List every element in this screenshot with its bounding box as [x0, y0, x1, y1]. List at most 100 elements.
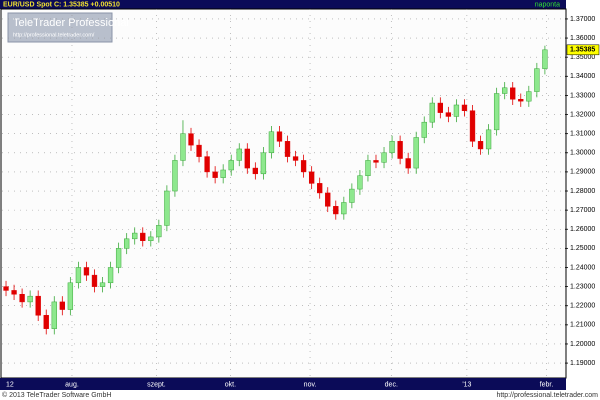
candle-body: [260, 152, 267, 175]
candle-body: [526, 91, 532, 102]
y-tick-label: 1.26000: [570, 226, 595, 233]
y-tick-label: 1.28000: [570, 188, 595, 195]
candle-body: [381, 152, 387, 163]
y-tick-label: 1.20000: [570, 341, 595, 348]
candle-body: [429, 102, 435, 123]
y-tick-label: 1.29000: [570, 169, 595, 176]
candle-body: [413, 137, 419, 169]
x-tick-label: nov.: [304, 381, 317, 388]
y-tick-label: 1.21000: [570, 322, 595, 329]
candle-body: [453, 104, 460, 117]
y-tick-label: 1.34000: [570, 73, 595, 80]
footer-url: http://professional.teletrader.com: [496, 392, 598, 399]
candle-body: [405, 158, 411, 169]
candle-body: [43, 315, 49, 329]
candle-body: [83, 267, 90, 276]
x-tick-label: szept.: [147, 381, 166, 388]
period: naponta: [535, 2, 560, 9]
chart-title: EUR/USD Spot C: 1.35385 +0.00510: [3, 2, 120, 9]
candle-body: [333, 206, 339, 215]
candle-body: [67, 282, 74, 310]
y-tick-label: 1.30000: [570, 150, 595, 157]
candle-body: [534, 68, 540, 92]
y-tick-label: 1.27000: [570, 207, 595, 214]
candle-body: [461, 104, 468, 111]
candle-body: [180, 133, 186, 161]
y-tick-label: 1.35000: [570, 54, 595, 61]
candle-body: [292, 156, 299, 161]
candle-body: [373, 160, 379, 163]
x-tick-label: 12: [6, 381, 14, 388]
y-tick-label: 1.33000: [570, 92, 595, 99]
x-tick-label: dec.: [385, 381, 398, 388]
candle-body: [518, 98, 524, 102]
y-tick-label: 1.31000: [570, 131, 595, 138]
x-tick-label: okt.: [225, 381, 236, 388]
candle-body: [212, 171, 218, 178]
y-tick-label: 1.22000: [570, 303, 595, 310]
candle-body: [188, 133, 194, 146]
candle-body: [19, 294, 25, 303]
candle-body: [365, 160, 371, 176]
candle-body: [27, 295, 33, 303]
candle-body: [276, 131, 283, 142]
candle-body: [252, 167, 259, 175]
candle-body: [220, 169, 226, 178]
last-price-box: [566, 44, 600, 56]
candle-body: [132, 232, 138, 240]
candle-body: [91, 274, 98, 287]
x-axis-bar: [0, 378, 566, 390]
candle-body: [477, 141, 484, 150]
y-tick-label: 1.23000: [570, 283, 595, 290]
y-tick-label: 1.32000: [570, 111, 595, 118]
candle-body: [164, 190, 170, 226]
candle-body: [236, 148, 242, 161]
candle-body: [172, 160, 178, 192]
y-tick-label: 1.36000: [570, 35, 595, 42]
candles: [3, 45, 548, 335]
candle-body: [284, 141, 291, 157]
candle-body: [341, 202, 347, 215]
candle-body: [99, 282, 106, 287]
x-tick-label: '13: [462, 381, 471, 388]
candle-body: [51, 301, 57, 329]
logo-url: http://professional.teletrader.com/: [13, 32, 95, 38]
candle-body: [300, 160, 307, 173]
plot-area: [0, 8, 567, 379]
candle-body: [437, 102, 443, 113]
candle-body: [510, 87, 516, 100]
candle-body: [421, 121, 427, 138]
candle-body: [317, 183, 323, 194]
y-tick-label: 1.19000: [570, 360, 595, 367]
candle-body: [357, 175, 363, 190]
candle-body: [349, 188, 355, 203]
candle-body: [308, 171, 315, 184]
candle-body: [469, 110, 476, 142]
candle-body: [244, 148, 250, 169]
footer-copyright: © 2013 TeleTrader Software GmbH: [2, 391, 111, 399]
candle-body: [397, 141, 403, 159]
candle-body: [3, 286, 9, 291]
candle-body: [115, 248, 122, 268]
candle-body: [485, 129, 492, 150]
header-bar: [0, 0, 566, 9]
y-tick-label: 1.37000: [570, 16, 595, 23]
candle-body: [228, 160, 234, 171]
candle-body: [59, 301, 65, 310]
candle-body: [156, 225, 162, 238]
candle-body: [107, 267, 114, 284]
candle-body: [325, 192, 331, 207]
candle-body: [35, 295, 41, 316]
candle-body: [493, 93, 500, 131]
candle-body: [140, 232, 146, 241]
candle-body: [542, 49, 548, 69]
candle-body: [268, 131, 275, 154]
logo-brand: TeleTrader Professional: [13, 17, 129, 29]
candle-body: [204, 156, 210, 173]
candle-body: [11, 290, 17, 295]
candle-body: [389, 141, 395, 154]
candle-body: [148, 236, 154, 241]
candle-body: [196, 144, 202, 157]
axes: 1.19000 1.20000 1.21000 1.22000 1.23000 1.240…: [6, 16, 600, 388]
